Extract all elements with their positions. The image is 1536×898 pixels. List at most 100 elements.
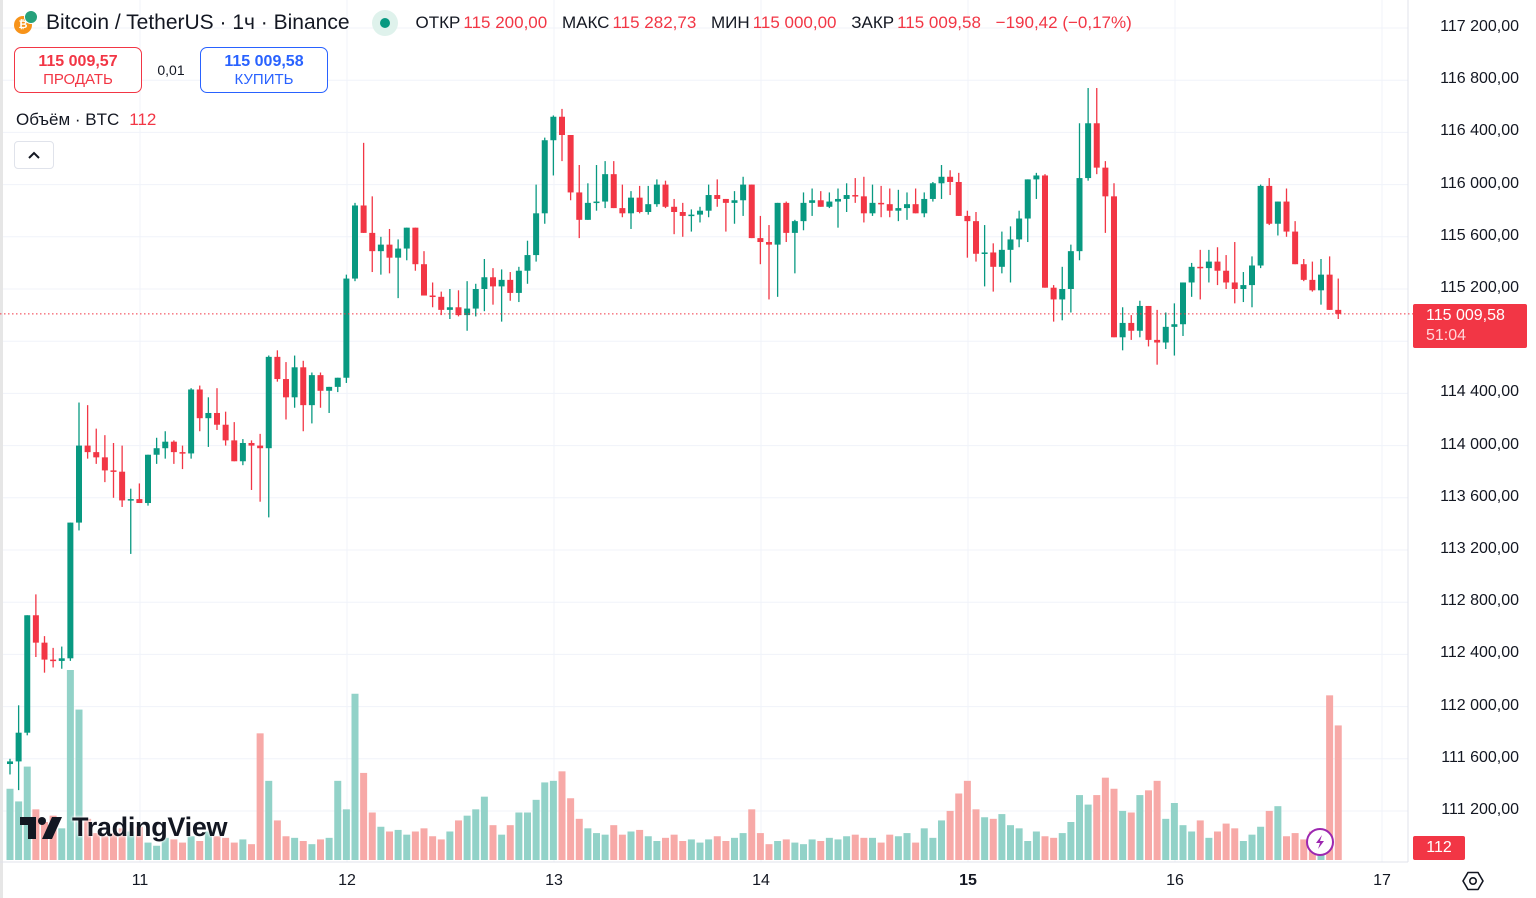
candle (1162, 326, 1169, 343)
volume-bar (230, 842, 238, 860)
candle (291, 367, 298, 398)
volume-bar (791, 842, 799, 860)
market-open-status-icon[interactable] (371, 10, 398, 36)
symbol-title[interactable]: Bitcoin / TetherUS · 1ч · Binance (46, 11, 350, 34)
volume-bar (1093, 795, 1101, 860)
candle (576, 192, 583, 220)
candle (800, 202, 807, 222)
close-value: 115 009,58 (897, 13, 981, 32)
candle (490, 277, 496, 287)
volume-bar (851, 834, 859, 860)
candle (283, 379, 289, 398)
volume-bar (653, 841, 661, 860)
volume-bar (1145, 790, 1152, 860)
candle (481, 277, 488, 289)
candle (774, 202, 781, 245)
volume-bar (75, 709, 83, 860)
candle (990, 252, 997, 267)
candle (196, 389, 203, 419)
volume-bar (368, 812, 376, 860)
volume-bar (239, 839, 247, 860)
candle (257, 445, 264, 449)
candle (24, 615, 31, 733)
candle (41, 642, 48, 660)
candle (1085, 123, 1092, 179)
candle (1145, 305, 1152, 340)
volume-bar (825, 837, 833, 860)
volume-bar (411, 831, 419, 860)
volume-bar (524, 812, 531, 860)
candle (395, 248, 402, 258)
high-label: МАКС (561, 13, 610, 32)
candle (550, 116, 557, 141)
price-axis-label: 112 000,00 (1440, 696, 1519, 714)
candle (377, 244, 384, 252)
chart-settings-gear-icon[interactable] (1461, 869, 1485, 893)
buy-button[interactable]: 115 009,58 КУПИТЬ (200, 47, 328, 93)
candle (662, 184, 669, 207)
volume-bar (1050, 837, 1058, 860)
collapse-legend-button[interactable] (14, 141, 54, 169)
candle (826, 201, 833, 207)
candle (153, 448, 160, 455)
volume-bar (351, 693, 359, 860)
candle (1128, 322, 1135, 331)
volume-bar (489, 825, 497, 860)
volume-bar (179, 842, 186, 860)
candle (326, 386, 333, 391)
volume-label: Объём · BTC (16, 110, 120, 129)
spread-value: 0,01 (157, 62, 185, 78)
candle (955, 181, 962, 216)
price-axis-label: 113 600,00 (1440, 487, 1519, 505)
volume-bar (903, 833, 911, 860)
candle (714, 195, 721, 199)
chevron-up-icon (28, 151, 40, 159)
volume-bar (515, 812, 523, 860)
volume-bar (558, 771, 566, 860)
volume-bar (662, 837, 669, 860)
current-price-tag: 115 009,58 51:04 (1413, 304, 1527, 348)
candle (524, 255, 531, 271)
volume-bar (1334, 725, 1342, 860)
candle (412, 227, 419, 265)
volume-legend[interactable]: Объём · BTC 112 (16, 110, 156, 130)
volume-bar (1205, 837, 1213, 860)
volume-bar (610, 825, 618, 860)
volume-bar (480, 796, 488, 860)
candle (127, 499, 134, 501)
candle (101, 457, 108, 471)
volume-bar (722, 841, 730, 860)
candle (15, 732, 22, 762)
candle (1102, 167, 1109, 197)
candle (895, 208, 902, 211)
candle (645, 204, 652, 213)
volume-bar (774, 841, 782, 860)
volume-bar (498, 834, 506, 860)
lightning-icon[interactable] (1306, 828, 1334, 856)
candle (886, 204, 893, 211)
volume-bar (601, 834, 609, 860)
volume-bar (1162, 818, 1170, 860)
volume-bar (437, 839, 445, 860)
sell-button[interactable]: 115 009,57 ПРОДАТЬ (14, 47, 142, 93)
volume-bar (342, 809, 350, 860)
volume-bar (377, 826, 385, 860)
candle (179, 452, 186, 454)
candle (1154, 339, 1161, 343)
candle (170, 441, 177, 453)
candle (610, 174, 617, 209)
candle (1059, 289, 1066, 300)
tradingview-logo[interactable]: TradingView (18, 812, 228, 843)
candle (214, 412, 220, 425)
candle (981, 252, 988, 254)
candle (1309, 279, 1316, 291)
volume-bar (325, 837, 333, 860)
candle (1119, 322, 1126, 338)
volume-bar (153, 845, 161, 860)
candle (929, 183, 936, 199)
volume-bar (1136, 795, 1144, 860)
volume-bar (731, 837, 738, 860)
candle (498, 279, 505, 287)
price-axis-label: 111 600,00 (1441, 748, 1519, 766)
